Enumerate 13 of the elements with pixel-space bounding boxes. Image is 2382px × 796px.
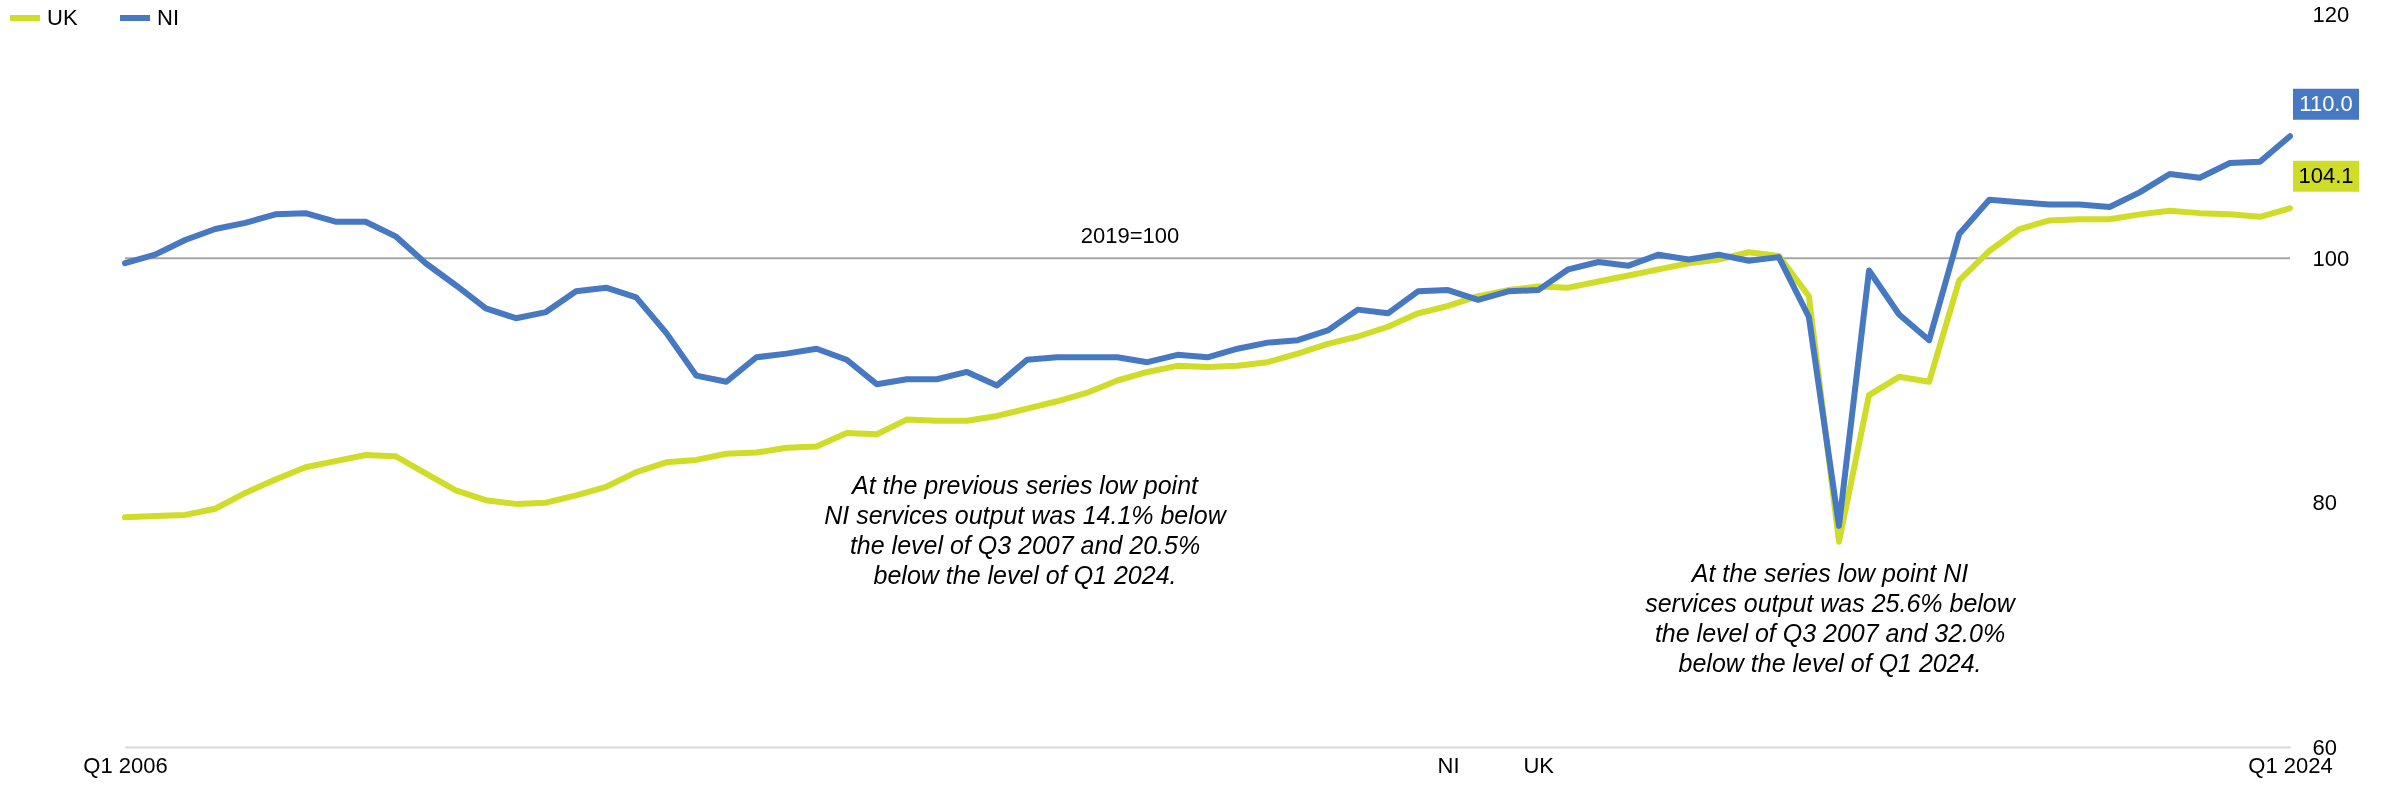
x-tick-label: UK xyxy=(1523,752,1555,778)
annotation: At the previous series low point NI services output was 14.1% below the level of Q3 2007 and 20.5% below the level of Q1 2024. xyxy=(824,471,1228,589)
x-tick-label: Q1 2006 xyxy=(83,752,168,778)
legend-label: UK xyxy=(47,5,78,30)
y-tick-label: 120 xyxy=(2312,1,2350,27)
data-label: 104.1 xyxy=(2298,163,2354,189)
annotation: At the series low point NI services output was 25.6% below the level of Q3 2007 and 32.0% below the level of Q1 2024. xyxy=(1645,559,2017,677)
x-tick-label: NI xyxy=(1437,752,1460,778)
legend-label: NI xyxy=(157,5,179,30)
y-tick-label: 80 xyxy=(2312,490,2337,516)
y-tick-label: 100 xyxy=(2312,245,2350,271)
ref-line-label: 2019=100 xyxy=(1080,223,1180,249)
data-label: 110.0 xyxy=(2299,91,2353,117)
